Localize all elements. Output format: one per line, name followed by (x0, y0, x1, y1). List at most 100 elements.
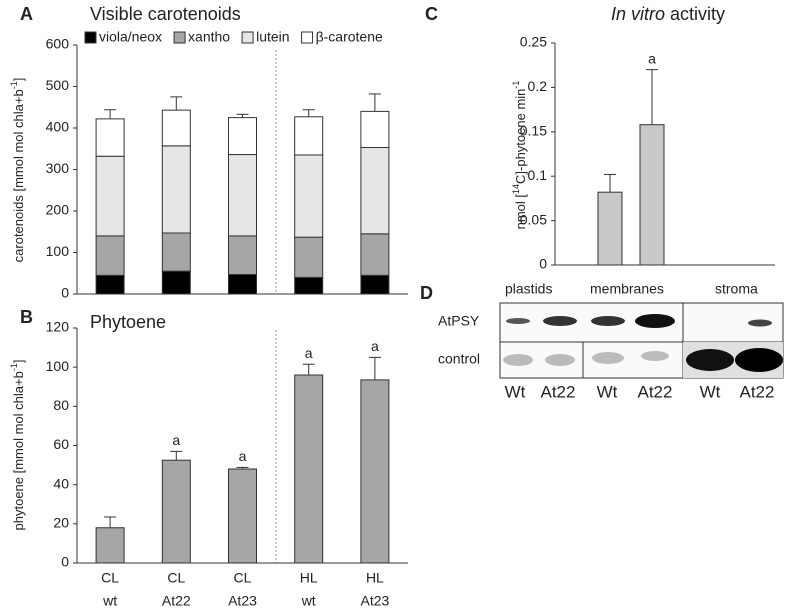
band (635, 314, 675, 328)
bar-segment (95, 235, 125, 276)
band (686, 349, 734, 371)
y-tick-label: 0.25 (520, 34, 547, 50)
bar-segment (294, 154, 324, 238)
panel-label: B (20, 307, 33, 327)
label-part: carotenoids [mmol mol chla+b (11, 89, 26, 262)
chart-title: Phytoene (90, 312, 166, 332)
y-tick-label: 300 (46, 160, 70, 176)
bar-segment (294, 276, 324, 295)
bar (360, 379, 390, 564)
annotation: a (371, 338, 379, 354)
y-tick-label: 100 (46, 358, 70, 374)
legend-swatch (241, 31, 254, 44)
label-part: phytoene [mmol mol chla+b (11, 371, 26, 530)
bar (161, 459, 191, 564)
bar-segment (95, 274, 125, 295)
x-tick-label: CL (234, 570, 252, 586)
lane-label: Wt (505, 382, 526, 401)
y-tick-label: 40 (53, 475, 69, 491)
y-tick-label: 0 (61, 285, 69, 301)
legend-swatch (173, 31, 186, 44)
legend-swatch (301, 31, 314, 44)
band (641, 351, 669, 361)
panel-label: C (425, 4, 438, 24)
bar (597, 191, 623, 266)
band (503, 354, 533, 366)
y-tick-label: 120 (46, 319, 70, 335)
bar-segment (360, 274, 390, 295)
lane-label: At22 (740, 382, 775, 401)
y-axis-label: carotenoids [mmol mol chla+b-1] (9, 78, 26, 263)
bar-segment (228, 117, 257, 156)
annotation: a (239, 448, 247, 464)
y-tick-label: 200 (46, 202, 70, 218)
bar-segment (95, 118, 125, 157)
y-tick-label: 600 (46, 36, 70, 52)
bar-segment (228, 235, 257, 275)
bar-segment (228, 154, 257, 237)
band (543, 316, 577, 326)
bar-segment (228, 273, 257, 295)
x-tick-label: At22 (162, 593, 191, 609)
bar-segment (161, 270, 191, 295)
legend-label: xantho (188, 29, 230, 45)
bar-segment (161, 145, 191, 234)
label-part: ] (11, 360, 26, 364)
x-tick-label: CL (167, 570, 185, 586)
y-tick-label: 500 (46, 77, 70, 93)
legend-label: β-carotene (316, 29, 383, 45)
x-tick-label: CL (101, 570, 119, 586)
y-tick-label: 80 (53, 397, 69, 413)
chart-title: Visible carotenoids (90, 4, 241, 24)
bar-segment (294, 236, 324, 278)
y-tick-label: 60 (53, 436, 69, 452)
bar (294, 374, 324, 564)
y-axis-label: phytoene [mmol mol chla+b-1] (9, 360, 26, 531)
label-part: C]-phytoene min (513, 89, 528, 184)
legend-label: lutein (256, 29, 289, 45)
label-part: ] (11, 78, 26, 82)
x-tick-label: HL (300, 570, 318, 586)
lane-label: Wt (597, 382, 618, 401)
bar-segment (294, 116, 324, 156)
annotation: a (305, 345, 313, 361)
y-tick-label: 100 (46, 243, 70, 259)
y-tick-label: 0.15 (520, 123, 547, 139)
y-tick-label: 20 (53, 515, 69, 531)
x-tick-label: wt (102, 593, 117, 609)
y-tick-label: 0 (539, 256, 547, 272)
superscript: -1 (9, 81, 19, 89)
bar-segment (360, 233, 390, 276)
annotation: a (648, 50, 656, 66)
blot-row-label: AtPSY (438, 313, 480, 329)
y-tick-label: 0.05 (520, 211, 547, 227)
band (748, 319, 772, 327)
band (735, 348, 783, 372)
y-tick-label: 0.2 (528, 78, 548, 94)
x-tick-label: At23 (360, 593, 389, 609)
y-tick-label: 0 (61, 554, 69, 570)
bar-segment (360, 147, 390, 235)
superscript: 14 (511, 184, 521, 194)
panel-label: A (20, 4, 33, 24)
lane-label: At22 (541, 382, 576, 401)
bar (95, 527, 125, 564)
lane-label: At22 (638, 382, 673, 401)
bar (228, 468, 257, 564)
bar-segment (161, 109, 191, 147)
superscript: -1 (511, 81, 521, 89)
panel-label: D (420, 283, 433, 303)
blot-group: stroma (715, 281, 758, 297)
superscript: -1 (9, 363, 19, 371)
title-text: activity (670, 4, 725, 24)
y-tick-label: 400 (46, 119, 70, 135)
bar-segment (95, 155, 125, 237)
label-part: nmol [ (513, 194, 528, 230)
blot-group: plastids (505, 281, 552, 297)
bar-segment (360, 110, 390, 149)
band (506, 318, 530, 324)
lane-label: Wt (700, 382, 721, 401)
title-italic: In vitro (611, 4, 665, 24)
